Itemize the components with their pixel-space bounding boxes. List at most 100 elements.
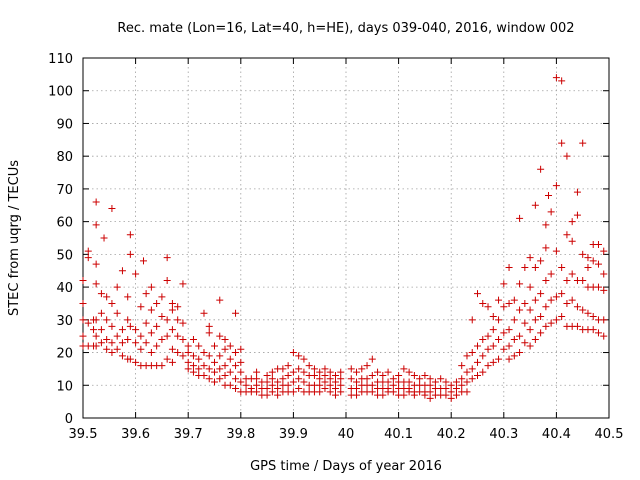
data-point bbox=[232, 385, 240, 393]
data-point bbox=[384, 378, 392, 386]
data-point bbox=[579, 306, 587, 314]
data-point bbox=[84, 247, 92, 255]
data-point bbox=[558, 263, 566, 271]
data-point bbox=[242, 381, 250, 389]
data-point bbox=[505, 355, 513, 363]
data-point bbox=[468, 365, 476, 373]
data-point bbox=[113, 345, 121, 353]
data-point bbox=[594, 329, 602, 337]
data-point bbox=[108, 339, 116, 347]
data-point bbox=[263, 391, 271, 399]
data-point bbox=[479, 299, 487, 307]
data-point bbox=[542, 244, 550, 252]
data-point bbox=[163, 316, 171, 324]
data-point bbox=[537, 165, 545, 173]
data-point bbox=[300, 368, 308, 376]
data-point bbox=[547, 270, 555, 278]
data-point bbox=[468, 316, 476, 324]
data-point bbox=[211, 378, 218, 386]
data-point bbox=[479, 352, 487, 360]
data-point bbox=[358, 365, 366, 373]
data-point bbox=[274, 378, 282, 386]
y-tick-label: 90 bbox=[56, 117, 73, 132]
data-point bbox=[153, 322, 161, 330]
y-tick-label: 50 bbox=[56, 248, 73, 263]
data-point bbox=[542, 303, 550, 311]
data-point bbox=[205, 329, 213, 337]
data-point bbox=[474, 358, 481, 366]
data-point bbox=[600, 316, 608, 324]
y-tick-label: 60 bbox=[56, 216, 73, 231]
data-point bbox=[103, 335, 111, 343]
data-point bbox=[537, 257, 545, 265]
data-point bbox=[368, 355, 376, 363]
data-point bbox=[489, 358, 497, 366]
data-point bbox=[495, 355, 503, 363]
data-point bbox=[132, 339, 140, 347]
data-point bbox=[395, 371, 403, 379]
data-point bbox=[500, 280, 508, 288]
data-point bbox=[200, 349, 208, 357]
data-point bbox=[124, 293, 132, 301]
data-point bbox=[568, 218, 576, 226]
data-point bbox=[489, 313, 497, 321]
y-tick-label: 20 bbox=[56, 347, 73, 362]
data-point bbox=[268, 368, 276, 376]
data-point bbox=[118, 326, 126, 334]
data-point bbox=[289, 388, 297, 396]
y-tick-label: 10 bbox=[56, 379, 73, 394]
data-point bbox=[124, 335, 132, 343]
data-point bbox=[442, 391, 450, 399]
data-point bbox=[526, 306, 534, 314]
data-point bbox=[337, 381, 345, 389]
data-point bbox=[484, 345, 492, 353]
data-points bbox=[79, 74, 608, 402]
data-point bbox=[126, 250, 134, 258]
data-point bbox=[594, 241, 602, 249]
data-point bbox=[226, 355, 234, 363]
data-point bbox=[563, 231, 571, 239]
data-point bbox=[579, 250, 587, 258]
data-point bbox=[426, 394, 434, 402]
data-point bbox=[253, 388, 261, 396]
data-point bbox=[92, 198, 100, 206]
data-point bbox=[221, 335, 229, 343]
data-point bbox=[568, 270, 576, 278]
data-point bbox=[410, 371, 418, 379]
data-point bbox=[232, 362, 240, 370]
data-point bbox=[374, 368, 382, 376]
data-point bbox=[447, 388, 455, 396]
data-point bbox=[284, 371, 292, 379]
data-point bbox=[163, 254, 171, 262]
data-point bbox=[84, 254, 92, 262]
data-point bbox=[589, 257, 597, 265]
data-point bbox=[216, 375, 224, 383]
data-point bbox=[284, 381, 292, 389]
data-point bbox=[568, 296, 576, 304]
data-point bbox=[163, 277, 171, 285]
data-point bbox=[237, 345, 245, 353]
data-point bbox=[531, 263, 539, 271]
data-point bbox=[253, 381, 261, 389]
data-point bbox=[79, 277, 87, 285]
data-point bbox=[92, 260, 100, 268]
data-point bbox=[97, 290, 105, 298]
data-point bbox=[92, 280, 100, 288]
data-point bbox=[263, 378, 271, 386]
data-point bbox=[547, 208, 555, 216]
data-point bbox=[389, 388, 397, 396]
data-point bbox=[600, 270, 608, 278]
data-point bbox=[431, 378, 439, 386]
x-tick-label: 40.5 bbox=[595, 427, 624, 442]
data-point bbox=[458, 375, 466, 383]
data-point bbox=[189, 368, 197, 376]
data-point bbox=[331, 391, 339, 399]
data-point bbox=[516, 280, 524, 288]
data-point bbox=[463, 368, 471, 376]
data-point bbox=[179, 319, 187, 327]
data-point bbox=[594, 260, 602, 268]
data-point bbox=[463, 388, 471, 396]
chart-title: Rec. mate (Lon=16, Lat=40, h=HE), days 0… bbox=[117, 21, 574, 36]
data-point bbox=[558, 313, 566, 321]
data-point bbox=[384, 368, 392, 376]
